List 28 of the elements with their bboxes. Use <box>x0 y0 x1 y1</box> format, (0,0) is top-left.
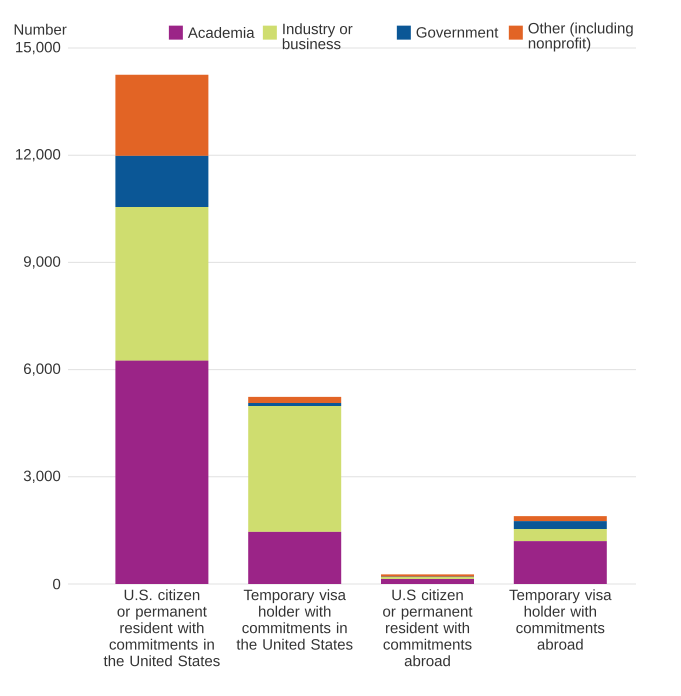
bar <box>248 403 342 406</box>
bar <box>248 406 342 532</box>
x-tick-label: Temporary visa holder with commitments abroad <box>509 589 612 650</box>
legend-label: Academia <box>188 26 255 38</box>
bar <box>514 516 607 522</box>
bar <box>514 541 607 584</box>
bar <box>115 156 208 208</box>
y-axis-title: Number <box>14 24 67 35</box>
y-tick-label: 9,000 <box>24 256 60 269</box>
bar <box>381 578 474 584</box>
bar <box>514 521 607 529</box>
bar <box>514 528 607 542</box>
y-tick-label: 3,000 <box>24 470 60 483</box>
bar <box>248 396 342 404</box>
legend-label: Government <box>416 27 498 38</box>
y-tick-label: 15,000 <box>16 42 60 54</box>
x-tick-label: Temporary visa holder with commitments in the United States <box>236 589 352 650</box>
legend-label: Industry or business <box>282 23 352 50</box>
bar <box>115 207 208 361</box>
bar <box>248 532 342 584</box>
bar <box>115 74 208 156</box>
legend-label: Other (including nonprofit) <box>528 22 633 52</box>
x-tick-label: U.S citizen or permanent resident with commitments abroad <box>383 589 472 666</box>
x-tick-label: U.S. citizen or permanent resident with commitments in the United States <box>104 589 220 666</box>
y-tick-label: 12,000 <box>16 149 60 162</box>
y-tick-label: 6,000 <box>24 363 60 376</box>
bar <box>115 360 208 584</box>
y-tick-label: 0 <box>53 578 60 590</box>
